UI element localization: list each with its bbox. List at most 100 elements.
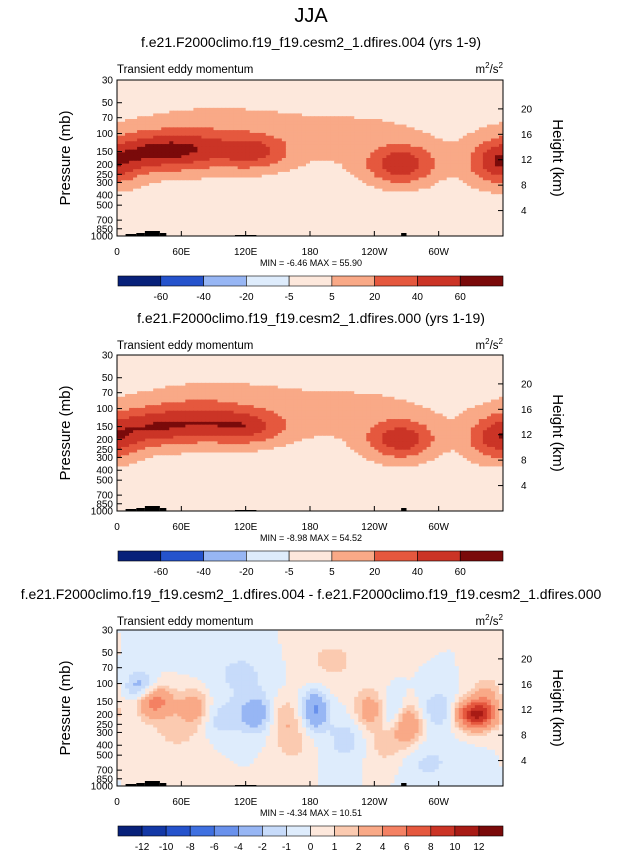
contour-cell (117, 199, 122, 204)
contour-cell (225, 91, 231, 95)
contour-cell (233, 155, 239, 159)
contour-cell (430, 80, 436, 84)
contour-cell (330, 82, 335, 87)
contour-cell (145, 213, 150, 218)
contour-cell (446, 80, 452, 84)
contour-cell (410, 80, 416, 84)
contour-cell (229, 180, 235, 184)
contour-cell (189, 183, 194, 187)
contour-cell (153, 183, 158, 187)
contour-cell (133, 130, 138, 134)
contour-cell (149, 174, 154, 179)
contour-cell (205, 166, 211, 170)
contour-cell (137, 180, 142, 184)
contour-cell (470, 82, 476, 87)
contour-cell (273, 191, 279, 195)
contour-cell (293, 127, 299, 131)
contour-cell (145, 199, 150, 204)
contour-cell (378, 146, 383, 151)
contour-cell (225, 144, 231, 148)
contour-cell (245, 158, 251, 162)
contour-cell (338, 132, 343, 137)
contour-cell (213, 155, 219, 159)
contour-cell (261, 158, 267, 162)
contour-cell (386, 202, 392, 206)
contour-cell (454, 135, 460, 140)
contour-cell (125, 149, 130, 154)
contour-cell (462, 141, 468, 145)
contour-cell (193, 91, 199, 95)
contour-cell (314, 158, 319, 162)
contour-cell (310, 96, 315, 101)
contour-cell (470, 141, 476, 145)
contour-cell (486, 113, 492, 117)
contour-cell (334, 210, 339, 215)
contour-cell (245, 132, 251, 137)
contour-cell (482, 155, 488, 159)
contour-cell (257, 199, 263, 204)
contour-cell (201, 96, 207, 101)
contour-cell (318, 213, 323, 218)
contour-cell (458, 202, 464, 206)
contour-cell (390, 88, 396, 92)
contour-cell (486, 219, 492, 223)
contour-cell (430, 197, 436, 201)
contour-cell (450, 205, 456, 209)
contour-cell (193, 163, 199, 167)
contour-cell (289, 152, 295, 156)
contour-cell (350, 135, 355, 140)
contour-cell (145, 222, 150, 226)
contour-cell (422, 180, 428, 184)
contour-cell (229, 93, 235, 98)
contour-cell (410, 155, 416, 159)
contour-cell (177, 132, 182, 137)
contour-cell (414, 146, 420, 151)
contour-cell (249, 208, 255, 212)
contour-cell (293, 82, 299, 87)
contour-cell (237, 180, 243, 184)
contour-cell (454, 202, 460, 206)
contour-cell (370, 144, 375, 148)
contour-cell (410, 127, 416, 131)
contour-cell (205, 91, 211, 95)
contour-cell (153, 121, 158, 126)
contour-cell (482, 158, 488, 162)
contour-cell (426, 174, 432, 179)
contour-cell (410, 130, 416, 134)
contour-cell (129, 135, 134, 140)
contour-cell (301, 113, 307, 117)
contour-cell (285, 166, 291, 170)
contour-cell (129, 199, 134, 204)
contour-cell (209, 127, 215, 131)
contour-cell (209, 169, 215, 173)
contour-cell (410, 213, 416, 218)
contour-cell (410, 169, 416, 173)
contour-cell (185, 85, 190, 89)
contour-cell (426, 149, 432, 154)
contour-cell (338, 222, 343, 226)
contour-cell (189, 169, 194, 173)
contour-cell (249, 110, 255, 115)
contour-cell (374, 208, 379, 212)
contour-cell (334, 138, 339, 142)
contour-cell (430, 146, 436, 151)
contour-cell (386, 163, 392, 167)
contour-cell (478, 216, 484, 220)
contour-cell (197, 185, 203, 190)
contour-cell (157, 80, 162, 84)
contour-cell (205, 158, 211, 162)
contour-cell (346, 158, 351, 162)
contour-cell (330, 163, 335, 167)
contour-cell (121, 91, 126, 95)
contour-cell (434, 171, 440, 176)
contour-cell (414, 110, 420, 115)
contour-cell (414, 138, 420, 142)
contour-cell (342, 102, 347, 106)
contour-cell (498, 166, 503, 170)
contour-cell (241, 144, 247, 148)
contour-cell (478, 202, 484, 206)
contour-cell (434, 146, 440, 151)
contour-cell (398, 121, 404, 126)
contour-cell (310, 194, 315, 198)
contour-cell (418, 169, 424, 173)
